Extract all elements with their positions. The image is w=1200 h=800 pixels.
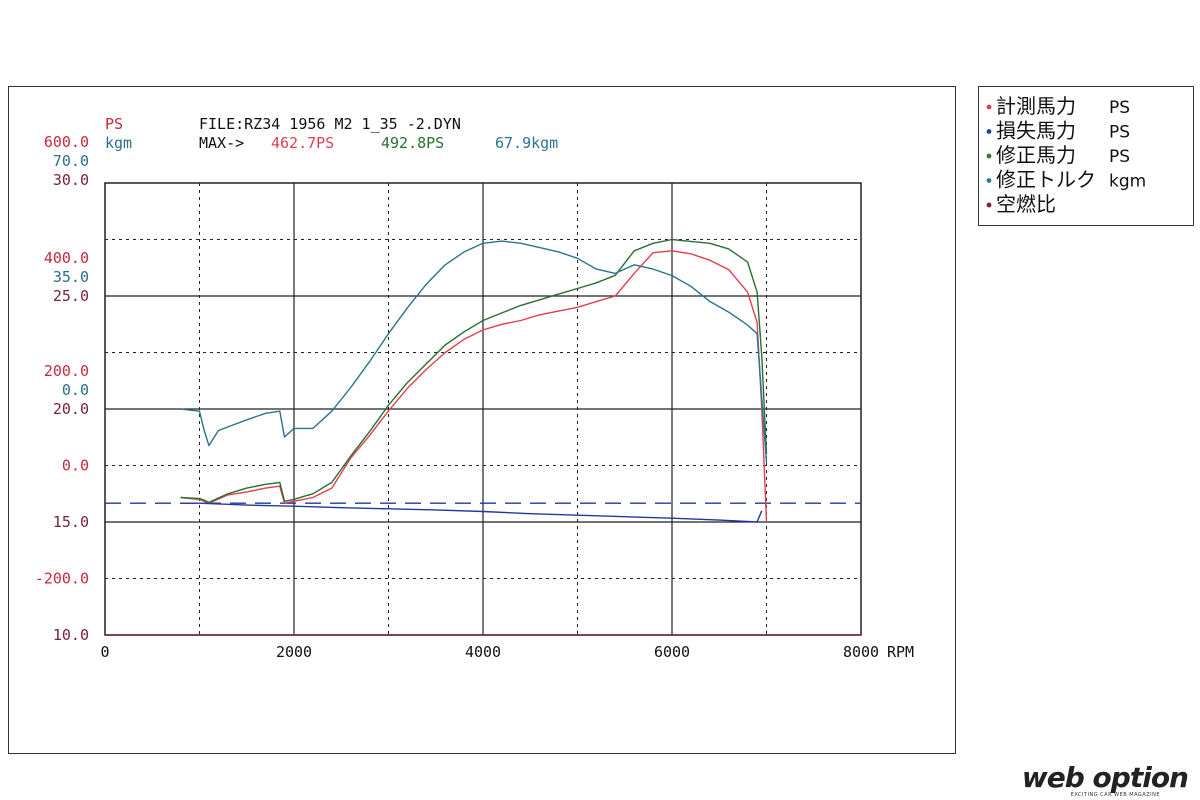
torque-line <box>180 240 768 463</box>
legend-dot <box>986 178 992 183</box>
max-measured-ps: 462.7PS <box>271 134 334 152</box>
y-tick-afr: 15.0 <box>53 513 89 531</box>
loss-hp-line <box>180 502 763 523</box>
legend-unit: PS <box>1109 123 1130 143</box>
y-tick-afr: 10.0 <box>53 626 89 644</box>
x-axis-unit: RPM <box>887 643 914 661</box>
x-axis-labels: 0 2000 4000 6000 8000 RPM <box>100 643 914 661</box>
legend-label: 修正馬力 <box>996 143 1076 167</box>
legend-unit: kgm <box>1109 172 1146 192</box>
legend-dot <box>986 129 992 134</box>
x-tick-label: 8000 <box>843 643 879 661</box>
ps-axis-title: PS <box>105 115 123 133</box>
watermark-tagline: EXCITING CAR WEB MAGAZINE <box>1070 792 1160 798</box>
y-tick-ps: 400.0 <box>44 249 89 267</box>
dyno-chart: PS kgm FILE:RZ34 1956 M2 1_35 -2.DYN MAX… <box>35 115 914 661</box>
y-tick-ps: 200.0 <box>44 362 89 380</box>
y-axis-labels: 600.070.030.0400.035.025.0200.00.020.00.… <box>35 133 89 644</box>
y-tick-ps: 0.0 <box>62 457 89 475</box>
x-tick-label: 4000 <box>465 643 501 661</box>
max-torque: 67.9kgm <box>495 134 558 152</box>
watermark-logo: web option <box>1021 761 1189 794</box>
y-tick-ps: 600.0 <box>44 133 89 151</box>
legend-dot <box>986 153 992 159</box>
legend-dot <box>986 202 992 208</box>
legend-label: 空燃比 <box>996 192 1056 216</box>
y-tick-kgm: 0.0 <box>62 381 89 399</box>
y-tick-kgm: 35.0 <box>53 268 89 286</box>
chart-frame: PS kgm FILE:RZ34 1956 M2 1_35 -2.DYN MAX… <box>8 86 956 754</box>
y-tick-kgm: 70.0 <box>53 152 89 170</box>
grid <box>104 182 862 636</box>
y-tick-afr: 30.0 <box>53 171 89 189</box>
legend-unit: PS <box>1109 98 1130 118</box>
legend: 計測馬力 PS 損失馬力 PS 修正馬力 PS 修正トルク kgm 空燃比 <box>978 86 1194 226</box>
x-tick-label: 0 <box>100 643 109 661</box>
legend-svg: 計測馬力 PS 損失馬力 PS 修正馬力 PS 修正トルク kgm 空燃比 <box>986 94 1146 216</box>
corrected-hp-line <box>180 238 768 504</box>
max-corrected-ps: 492.8PS <box>381 134 444 152</box>
kgm-axis-title: kgm <box>105 134 132 152</box>
max-label: MAX-> <box>199 134 244 152</box>
x-tick-label: 2000 <box>276 643 312 661</box>
y-tick-ps: -200.0 <box>35 570 89 588</box>
y-tick-afr: 25.0 <box>53 287 89 305</box>
chart-header: PS kgm FILE:RZ34 1956 M2 1_35 -2.DYN MAX… <box>105 115 558 152</box>
legend-label: 計測馬力 <box>996 94 1076 118</box>
file-label: FILE:RZ34 1956 M2 1_35 -2.DYN <box>199 115 461 133</box>
legend-label: 損失馬力 <box>996 119 1076 143</box>
measured-hp-line <box>180 250 768 523</box>
legend-unit: PS <box>1109 147 1130 167</box>
legend-dot <box>986 104 992 110</box>
series-lines <box>180 238 768 523</box>
y-tick-afr: 20.0 <box>53 400 89 418</box>
legend-label: 修正トルク <box>996 168 1096 192</box>
x-tick-label: 6000 <box>654 643 690 661</box>
